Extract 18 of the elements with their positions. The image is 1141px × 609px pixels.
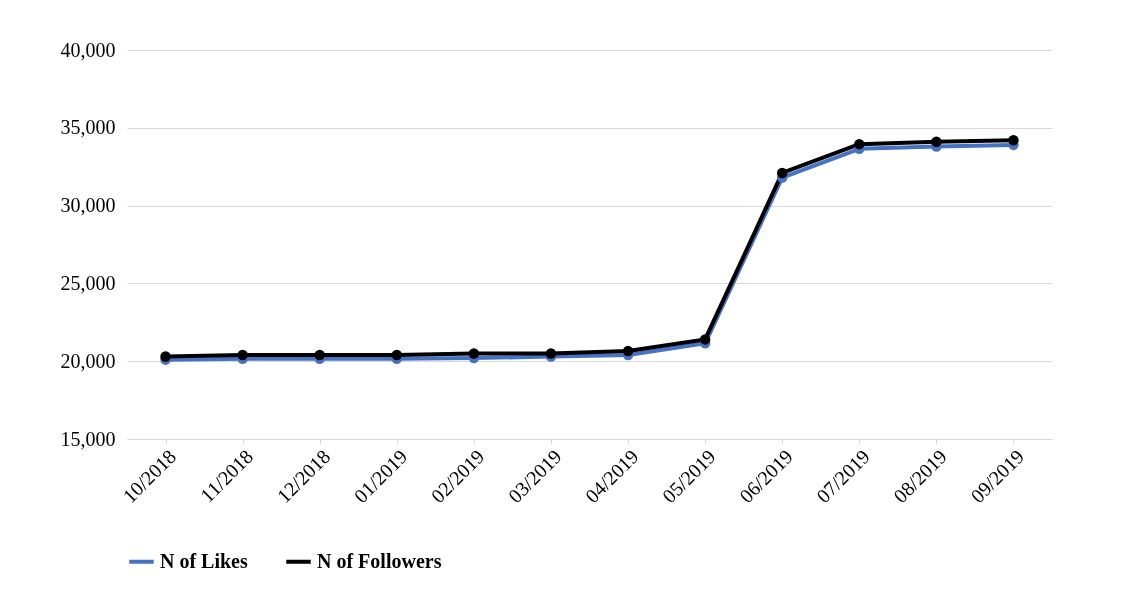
- point: [622, 345, 634, 357]
- point: [1008, 135, 1019, 146]
- legend-label: N of Followers: [317, 549, 442, 572]
- point: [468, 348, 480, 359]
- y-tick-label: 15,000: [60, 427, 116, 450]
- point: [699, 334, 711, 345]
- point: [854, 138, 865, 150]
- point: [776, 167, 788, 179]
- point: [391, 349, 403, 361]
- point: [237, 349, 248, 361]
- y-tick-label: 20,000: [60, 349, 116, 372]
- point: [314, 349, 325, 361]
- y-tick-label: 30,000: [60, 194, 116, 217]
- point: [931, 136, 942, 148]
- y-tick-label: 35,000: [60, 116, 116, 139]
- y-tick-label: 25,000: [60, 271, 116, 294]
- y-tick-label: 40,000: [60, 38, 116, 61]
- legend-label: N of Likes: [160, 549, 248, 572]
